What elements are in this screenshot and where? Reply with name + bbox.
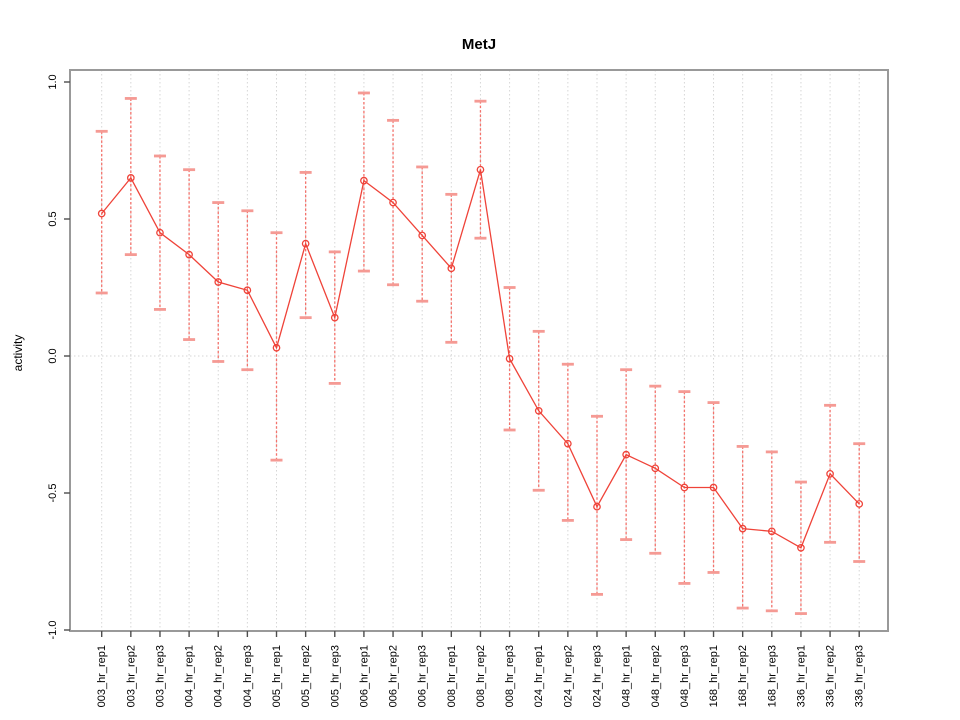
data-point bbox=[214, 278, 223, 286]
data-point bbox=[185, 250, 193, 259]
data-point bbox=[243, 286, 252, 295]
chart-title: MetJ bbox=[461, 36, 497, 53]
x-tick-label: 005_hr_rep2 bbox=[300, 645, 312, 707]
data-point bbox=[156, 228, 164, 237]
data-point bbox=[855, 500, 864, 508]
data-point bbox=[564, 439, 572, 448]
data-point bbox=[272, 343, 281, 352]
data-point bbox=[767, 527, 776, 536]
data-point bbox=[418, 231, 427, 240]
y-tick-label: 0.0 bbox=[47, 348, 59, 363]
x-tick-label: 006_hr_rep1 bbox=[358, 645, 370, 707]
data-point bbox=[97, 209, 106, 218]
series-line bbox=[101, 169, 860, 549]
plot-box bbox=[69, 69, 889, 632]
x-tick-label: 004_hr_rep3 bbox=[242, 645, 254, 707]
y-tick-label: -1.0 bbox=[47, 621, 59, 640]
x-tick-label: 168_hr_rep3 bbox=[766, 645, 778, 707]
x-tick-label: 024_hr_rep1 bbox=[533, 645, 545, 707]
data-point bbox=[126, 174, 135, 182]
x-tick-label: 003_hr_rep1 bbox=[96, 645, 108, 707]
x-tick-label: 048_hr_rep1 bbox=[621, 645, 633, 707]
data-point bbox=[534, 406, 543, 415]
x-tick-label: 024_hr_rep3 bbox=[591, 645, 603, 707]
data-point bbox=[330, 313, 339, 322]
data-point bbox=[301, 239, 310, 248]
x-tick-label: 006_hr_rep3 bbox=[417, 645, 429, 707]
x-tick-label: 008_hr_rep3 bbox=[504, 645, 516, 707]
x-tick-label: 004_hr_rep2 bbox=[213, 645, 225, 707]
data-point bbox=[476, 165, 485, 174]
data-point bbox=[680, 483, 689, 492]
x-tick-label: 024_hr_rep2 bbox=[562, 645, 574, 707]
data-point bbox=[360, 176, 368, 185]
x-tick-label: 005_hr_rep1 bbox=[271, 645, 283, 707]
x-tick-label: 004_hr_rep1 bbox=[184, 645, 196, 707]
x-tick-label: 336_hr_rep1 bbox=[795, 645, 807, 707]
x-tick-label: 168_hr_rep1 bbox=[708, 645, 720, 707]
data-point bbox=[797, 543, 805, 552]
x-tick-label: 003_hr_rep3 bbox=[154, 645, 166, 707]
x-tick-label: 006_hr_rep2 bbox=[388, 645, 400, 707]
x-tick-label: 048_hr_rep2 bbox=[650, 645, 662, 707]
data-point bbox=[622, 450, 630, 459]
x-tick-label: 336_hr_rep2 bbox=[825, 645, 837, 707]
x-tick-label: 003_hr_rep2 bbox=[125, 645, 137, 707]
x-tick-label: 008_hr_rep2 bbox=[475, 645, 487, 707]
y-tick-label: -0.5 bbox=[47, 484, 59, 503]
data-point bbox=[651, 464, 660, 473]
data-point bbox=[389, 198, 397, 207]
data-point bbox=[447, 264, 456, 273]
data-point bbox=[709, 483, 718, 492]
y-axis-title: activity bbox=[11, 334, 25, 372]
data-point bbox=[826, 469, 834, 478]
x-tick-label: 168_hr_rep2 bbox=[737, 645, 749, 707]
data-point bbox=[593, 502, 601, 511]
y-tick-label: 0.5 bbox=[47, 211, 59, 226]
x-tick-label: 048_hr_rep3 bbox=[679, 645, 691, 707]
data-point bbox=[505, 354, 514, 363]
x-tick-label: 005_hr_rep3 bbox=[329, 645, 341, 707]
y-tick-label: 1.0 bbox=[47, 74, 59, 89]
x-tick-label: 336_hr_rep3 bbox=[854, 645, 866, 707]
x-tick-label: 008_hr_rep1 bbox=[446, 645, 458, 707]
data-point bbox=[738, 524, 747, 533]
